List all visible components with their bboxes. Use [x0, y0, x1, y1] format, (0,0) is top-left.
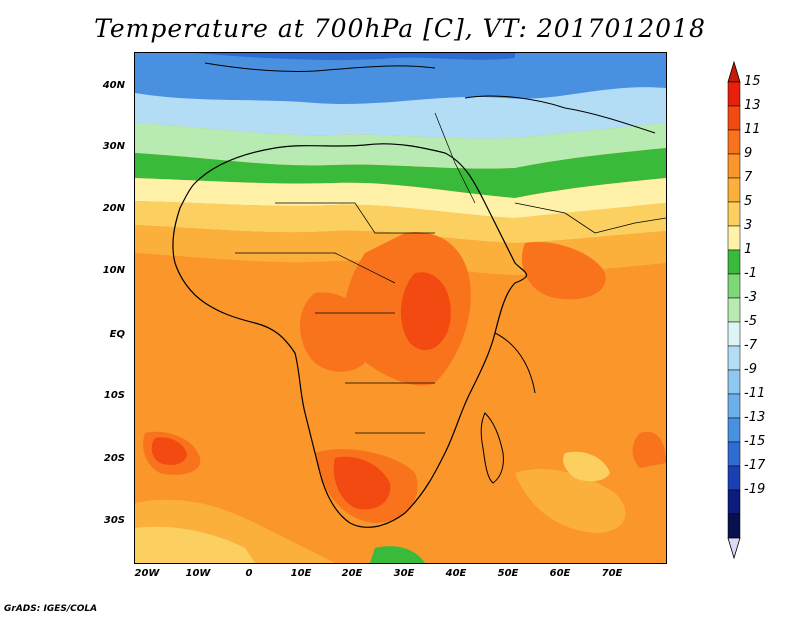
lon-label-0: 0 — [245, 568, 253, 579]
colorbar-top-arrow — [727, 60, 741, 83]
colorbar-label: 7 — [744, 170, 753, 185]
colorbar-label: -13 — [744, 410, 766, 425]
colorbar-swatch — [727, 177, 741, 203]
colorbar-swatch — [727, 417, 741, 443]
colorbar-label: -15 — [744, 434, 766, 449]
colorbar-swatch — [727, 345, 741, 371]
colorbar-label: 3 — [744, 218, 753, 233]
colorbar-label: -11 — [744, 386, 766, 401]
lat-label-eq: EQ — [109, 329, 125, 340]
lat-label-30s: 30S — [103, 515, 125, 526]
colorbar-swatch — [727, 369, 741, 395]
lat-label-40n: 40N — [102, 80, 125, 91]
temperature-field — [135, 53, 666, 563]
colorbar-bottom-arrow — [727, 537, 741, 560]
lat-label-30n: 30N — [102, 141, 125, 152]
lon-label-10w: 10W — [185, 568, 211, 579]
lat-label-10s: 10S — [103, 390, 125, 401]
credit-text: GrADS: IGES/COLA — [4, 604, 98, 614]
colorbar-label: 11 — [744, 122, 761, 137]
lon-label-70e: 70E — [601, 568, 623, 579]
colorbar-swatch — [727, 321, 741, 347]
colorbar-swatch — [727, 273, 741, 299]
colorbar-swatch — [727, 153, 741, 179]
colorbar-swatch — [727, 105, 741, 131]
lat-label-20s: 20S — [103, 453, 125, 464]
colorbar-swatch — [727, 225, 741, 251]
colorbar — [727, 60, 741, 560]
colorbar-label: -17 — [744, 458, 766, 473]
colorbar-label: 13 — [744, 98, 761, 113]
colorbar-label: -1 — [744, 266, 757, 281]
colorbar-label: -19 — [744, 482, 766, 497]
colorbar-label: -9 — [744, 362, 757, 377]
lat-label-20n: 20N — [102, 203, 125, 214]
lon-label-30e: 30E — [393, 568, 415, 579]
colorbar-label: -7 — [744, 338, 757, 353]
colorbar-label: 5 — [744, 194, 753, 209]
lon-label-20w: 20W — [134, 568, 160, 579]
lon-label-50e: 50E — [497, 568, 519, 579]
map-title: Temperature at 700hPa [C], VT: 201701201… — [94, 14, 706, 43]
colorbar-label: -3 — [744, 290, 757, 305]
colorbar-swatch — [727, 201, 741, 227]
colorbar-swatch — [727, 441, 741, 467]
lon-label-40e: 40E — [445, 568, 467, 579]
colorbar-label: 9 — [744, 146, 753, 161]
colorbar-label: -5 — [744, 314, 757, 329]
colorbar-swatch — [727, 297, 741, 323]
lat-label-10n: 10N — [102, 265, 125, 276]
colorbar-swatch — [727, 249, 741, 275]
temperature-map — [134, 52, 667, 564]
lon-label-20e: 20E — [341, 568, 363, 579]
colorbar-label: 15 — [744, 74, 761, 89]
colorbar-swatch — [727, 465, 741, 491]
lon-label-10e: 10E — [290, 568, 312, 579]
colorbar-swatch — [727, 489, 741, 515]
colorbar-label: 1 — [744, 242, 753, 257]
lon-label-60e: 60E — [549, 568, 571, 579]
colorbar-swatch — [727, 81, 741, 107]
colorbar-swatch — [727, 129, 741, 155]
colorbar-swatch — [727, 513, 741, 539]
colorbar-swatch — [727, 393, 741, 419]
